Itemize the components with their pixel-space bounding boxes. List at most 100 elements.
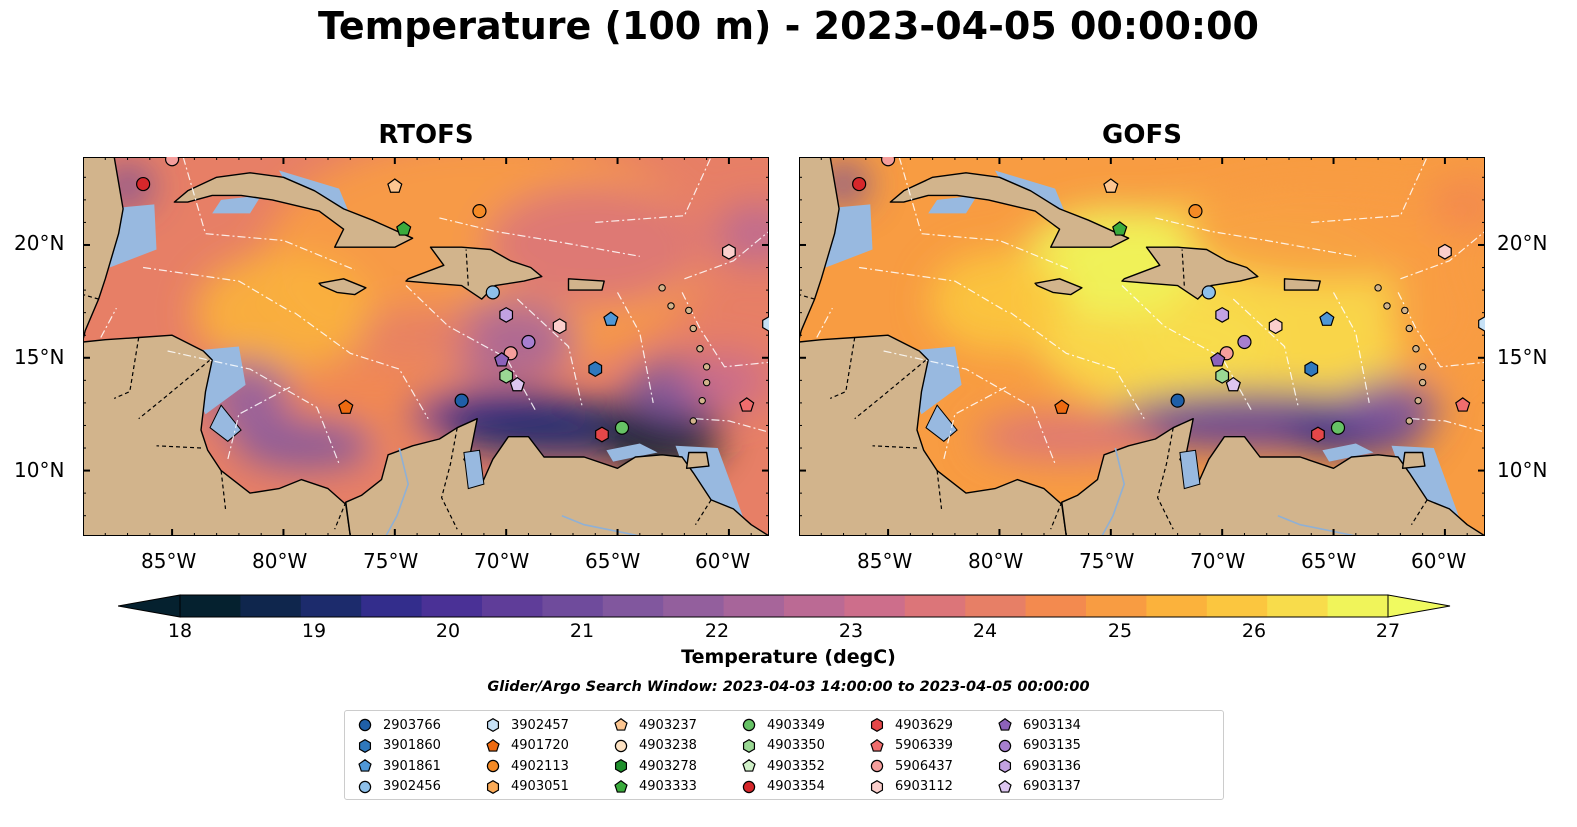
legend-marker-circle-icon — [870, 759, 884, 773]
float-marker — [485, 285, 500, 300]
island — [1405, 324, 1413, 333]
float-marker — [1268, 318, 1283, 335]
float-marker — [1304, 361, 1319, 378]
colorbar-segment — [240, 595, 302, 617]
float-marker — [472, 204, 487, 219]
legend-item: 4902113 — [485, 756, 569, 776]
lon-label-gofs-65: 65°W — [1301, 549, 1357, 573]
country-border — [872, 445, 918, 449]
legend-item: 4903354 — [741, 777, 825, 797]
map-rtofs-svg — [83, 157, 769, 536]
island — [698, 396, 706, 405]
map-content — [799, 157, 1485, 536]
island — [689, 324, 697, 333]
legend-marker-pentagon-icon — [614, 779, 628, 793]
colorbar-tick: 21 — [569, 620, 595, 642]
colorbar-segment — [421, 595, 483, 617]
land-puertoRico — [567, 278, 605, 291]
legend-marker — [998, 717, 1012, 731]
island — [1401, 306, 1409, 315]
legend-marker-pentagon-icon — [998, 779, 1012, 793]
eez-boundary — [1121, 285, 1252, 410]
eez-boundary — [182, 157, 355, 271]
eez-boundary — [684, 230, 769, 280]
legend-marker — [486, 738, 500, 752]
eez-boundary — [227, 386, 291, 460]
float-marker — [1201, 285, 1216, 300]
legend-item: 4903278 — [613, 756, 697, 776]
legend-marker-circle-icon — [742, 780, 756, 793]
colorbar-segment — [663, 595, 725, 617]
colorbar-segment — [542, 595, 604, 617]
legend-marker — [742, 780, 756, 793]
map-axes — [83, 157, 769, 536]
legend-marker-circle-icon — [358, 780, 372, 793]
float-marker — [136, 176, 151, 192]
island — [667, 302, 675, 310]
map-gofs-svg — [799, 157, 1485, 536]
country-border — [854, 359, 927, 420]
legend-label: 4901720 — [511, 738, 569, 753]
shallow-shelf — [1322, 443, 1374, 462]
river — [561, 514, 640, 536]
lat-label-right-15: 15°N — [1497, 345, 1548, 369]
eez-boundary — [816, 307, 833, 338]
float-marker — [499, 306, 514, 323]
lat-label-left-15: 15°N — [14, 345, 65, 369]
float-marker — [509, 376, 525, 392]
float-marker — [494, 352, 510, 367]
float-marker — [1112, 221, 1128, 236]
legend-marker-pentagon-icon — [870, 738, 884, 752]
colorbar-segment — [784, 595, 845, 617]
legend-item: 4903237 — [613, 715, 697, 735]
island — [689, 417, 697, 425]
eez-boundary — [405, 285, 536, 410]
legend-label: 5906437 — [895, 758, 953, 774]
land-trinidad — [685, 451, 710, 469]
colorbar-segment — [1086, 595, 1147, 617]
lon-label-gofs-70: 70°W — [1190, 549, 1246, 573]
island — [1374, 284, 1382, 292]
legend-marker-hexagon-icon — [486, 779, 500, 794]
float-marker — [614, 420, 630, 435]
legend-marker — [870, 738, 884, 752]
river — [1277, 514, 1356, 536]
legend-marker — [998, 739, 1012, 752]
country-border — [1410, 499, 1428, 526]
float-marker — [852, 176, 867, 192]
temperature-patch — [1388, 252, 1485, 373]
colorbar-segment — [180, 595, 241, 617]
legend-marker-pentagon-icon — [358, 758, 372, 772]
colorbar-segment — [904, 595, 966, 617]
country-border — [156, 445, 202, 449]
float-marker — [588, 361, 603, 378]
island — [702, 363, 711, 371]
lon-label-gofs-80: 80°W — [968, 549, 1024, 573]
legend-label: 6903135 — [1023, 738, 1081, 753]
legend-marker-hexagon-icon — [998, 759, 1012, 773]
lat-label-left-20: 20°N — [14, 231, 65, 255]
eez-boundary — [439, 217, 640, 257]
temperature-patch — [929, 251, 1070, 352]
temperature-patch — [1339, 379, 1440, 436]
land-jamaica — [318, 278, 367, 296]
eez-boundary — [695, 418, 769, 433]
legend-marker — [358, 758, 372, 772]
legend-label: 4903350 — [767, 738, 825, 753]
country-border — [465, 249, 469, 286]
legend-marker — [486, 718, 500, 732]
float-marker — [739, 397, 755, 412]
figure-title: Temperature (100 m) - 2023-04-05 00:00:0… — [317, 4, 1259, 48]
legend-item: 6903112 — [869, 777, 953, 797]
map-content — [83, 157, 769, 536]
legend-marker — [358, 718, 372, 732]
island — [702, 378, 711, 387]
lon-label-rtofs-65: 65°W — [585, 549, 641, 573]
float-marker — [1103, 178, 1119, 193]
legend-item: 3901861 — [357, 756, 441, 776]
lon-label-gofs-75: 75°W — [1079, 549, 1135, 573]
country-border — [83, 294, 99, 300]
legend-marker-hexagon-icon — [358, 738, 372, 753]
legend-item: 6903134 — [997, 715, 1081, 735]
legend-marker — [358, 780, 372, 793]
